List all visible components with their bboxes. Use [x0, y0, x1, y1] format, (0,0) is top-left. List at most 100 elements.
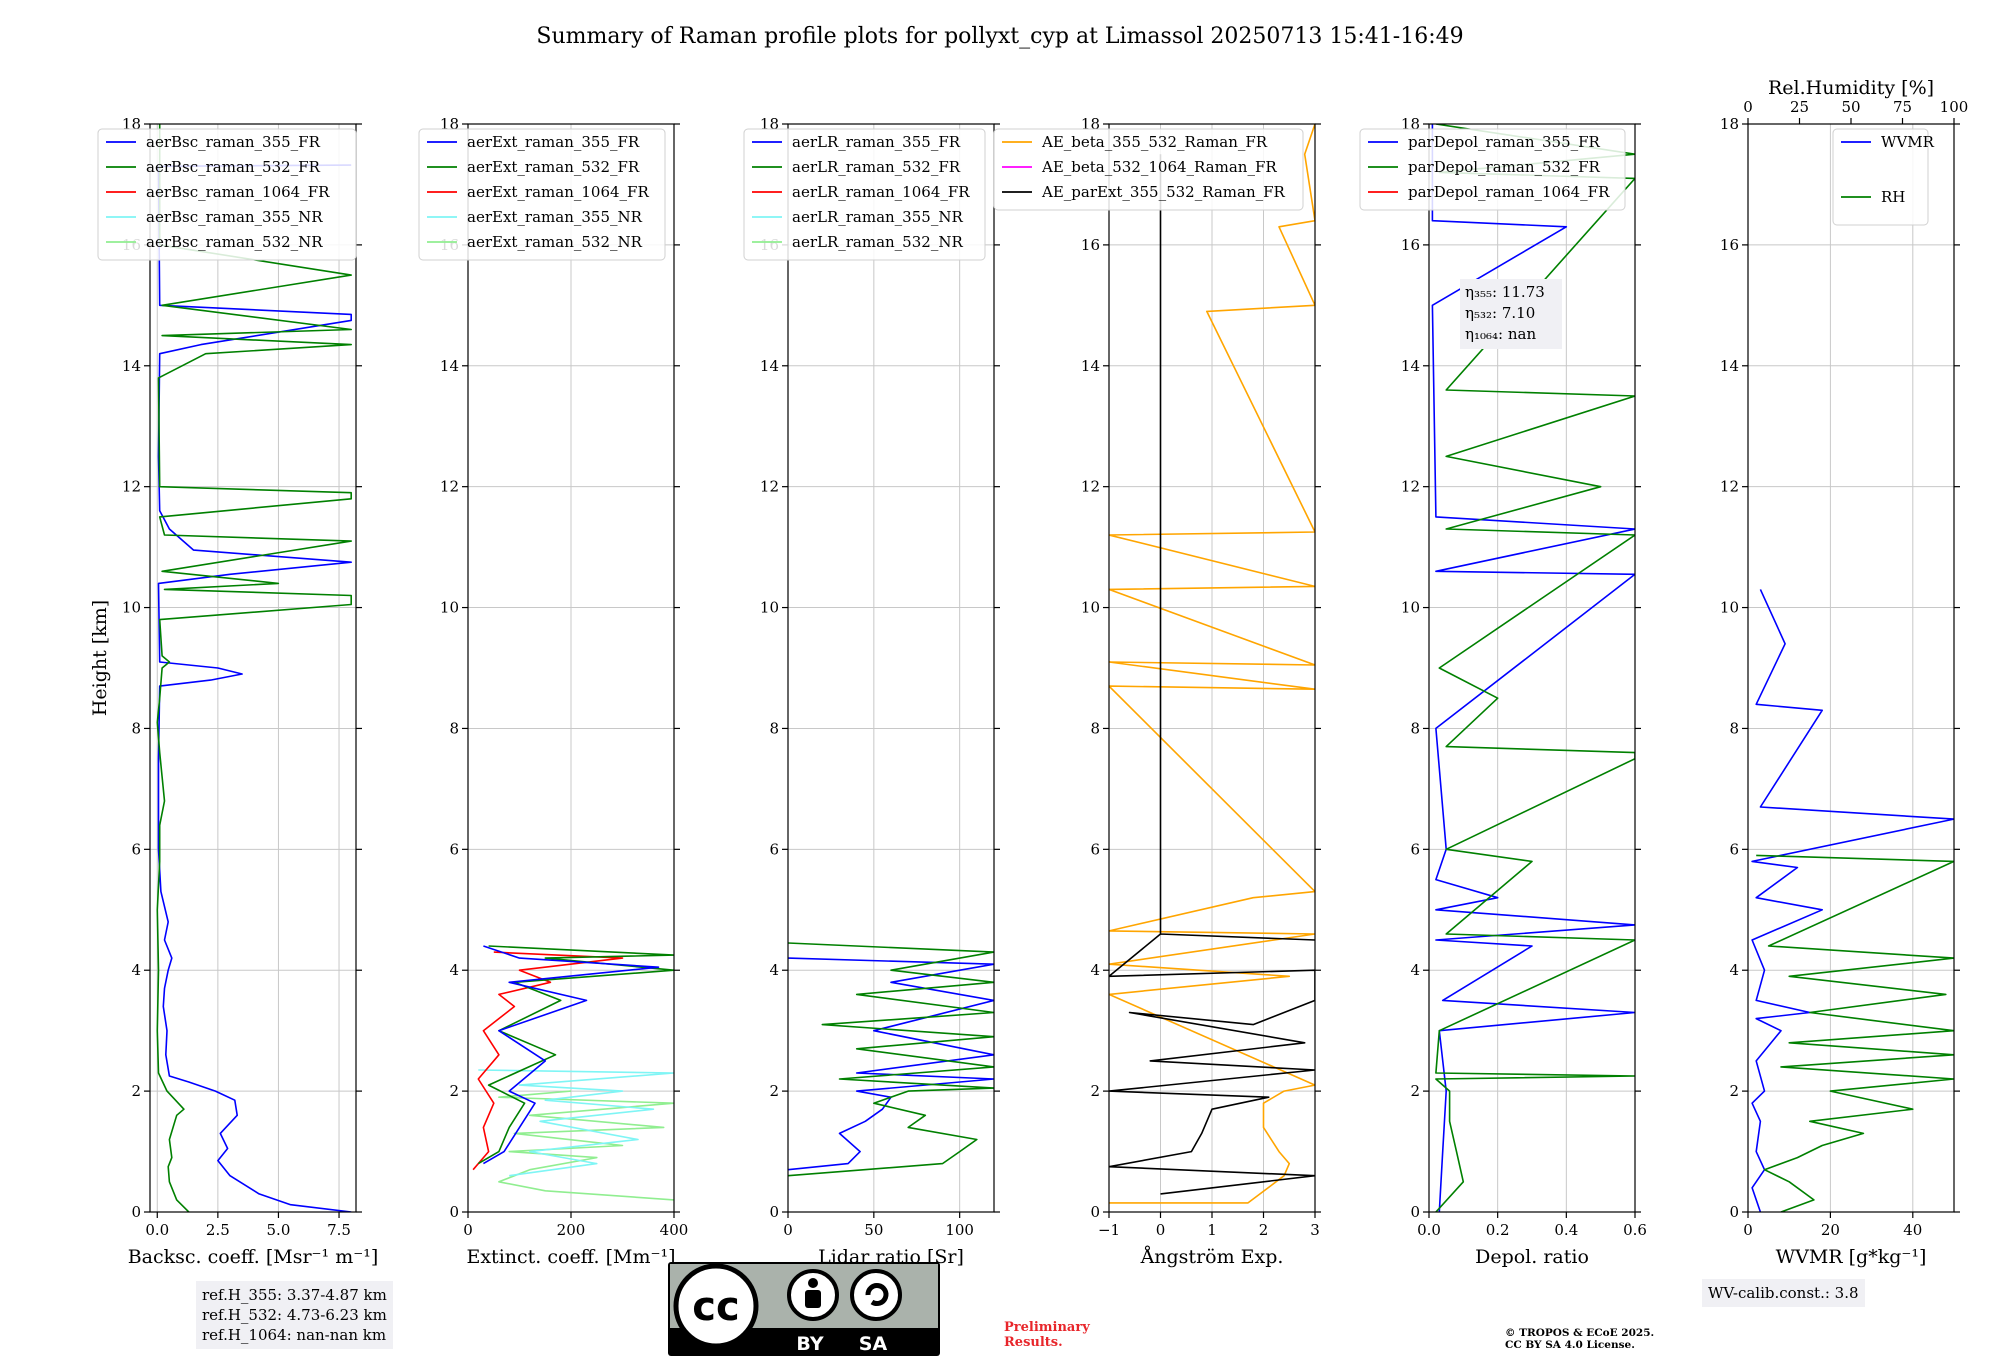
- by-icon-body: [805, 1290, 821, 1308]
- x-axis-label: Extinct. coeff. [Mm⁻¹]: [466, 1246, 675, 1268]
- legend-label: AE_beta_532_1064_Raman_FR: [1041, 158, 1277, 176]
- legend-label: AE_parExt_355_532_Raman_FR: [1041, 183, 1286, 201]
- panel-6: 0 20 40 0 2 4 6 8 10 12 14 16 18 WVMR [g*kg⁻¹] 0 25 50 75…: [1720, 77, 1968, 1268]
- x-tick-label: 5.0: [267, 1221, 291, 1239]
- series-group: [788, 942, 994, 1177]
- cc-logo-icon: [673, 1263, 759, 1349]
- y-tick-label: 0: [131, 1203, 141, 1221]
- y-tick-label: 4: [769, 961, 779, 979]
- by-icon-head: [808, 1278, 818, 1288]
- top-x-tick-label: 100: [1940, 98, 1969, 116]
- x-axis-label: WVMR [g*kg⁻¹]: [1776, 1246, 1927, 1268]
- legend: aerBsc_raman_355_FR aerBsc_raman_532_FRae…: [97, 128, 357, 261]
- legend-label: aerExt_raman_1064_FR: [467, 183, 649, 201]
- x-tick-label: −1: [1098, 1221, 1120, 1239]
- series-RH: [1756, 854, 1954, 1212]
- legend-label: aerBsc_raman_532_NR: [146, 233, 323, 251]
- y-tick-label: 14: [1081, 357, 1100, 375]
- series-group: [472, 945, 674, 1201]
- y-axis-label: Height [km]: [89, 600, 111, 716]
- wv-calib-box: WV-calib.const.: 3.8: [1702, 1279, 1865, 1307]
- plot-frame: [787, 123, 995, 1213]
- x-tick-label: 0: [783, 1221, 793, 1239]
- y-tick-label: 10: [1720, 599, 1739, 617]
- legend-label: aerBsc_raman_355_NR: [146, 208, 323, 226]
- ref-height-1064: ref.H_1064: nan-nan km: [202, 1326, 387, 1344]
- x-tick-label: 0.2: [1486, 1221, 1510, 1239]
- x-axis-label: Backsc. coeff. [Msr⁻¹ m⁻¹]: [128, 1246, 379, 1268]
- x-tick-label: 40: [1903, 1221, 1922, 1239]
- x-tick-label: 50: [864, 1221, 883, 1239]
- y-tick-label: 8: [1090, 719, 1100, 737]
- y-tick-label: 12: [760, 478, 779, 496]
- series-aerBsc_raman_532_FR: [156, 124, 353, 1212]
- legend: AE_beta_355_532_Raman_FR AE_beta_532_1064…: [993, 128, 1304, 211]
- top-x-tick-label: 25: [1790, 98, 1809, 116]
- legend-label: aerBsc_raman_532_FR: [146, 158, 321, 176]
- x-tick-label: 0.6: [1623, 1221, 1647, 1239]
- y-tick-label: 12: [1401, 478, 1420, 496]
- copyright-note: © TROPOS & ECoE 2025. CC BY SA 4.0 Licen…: [1505, 1327, 1654, 1351]
- sa-icon-arrow: [865, 1283, 889, 1306]
- y-tick-label: 16: [1081, 236, 1100, 254]
- ref-height-532: ref.H_532: 4.73-6.23 km: [202, 1306, 387, 1324]
- x-tick-label: 7.5: [327, 1221, 351, 1239]
- y-tick-label: 12: [122, 478, 141, 496]
- legend-box: [418, 128, 666, 261]
- y-tick-label: 10: [122, 599, 141, 617]
- y-tick-label: 8: [769, 719, 779, 737]
- y-tick-label: 10: [760, 599, 779, 617]
- series-aerExt_raman_1064_FR: [472, 951, 624, 1171]
- y-tick-label: 12: [1081, 478, 1100, 496]
- x-tick-label: 2: [1259, 1221, 1269, 1239]
- panel-3: 050100024681012141618Lidar ratio [Sr]aer…: [743, 115, 1000, 1268]
- legend-label: aerLR_raman_355_FR: [792, 133, 961, 151]
- legend-box: [1359, 128, 1626, 211]
- y-tick-label: 14: [440, 357, 459, 375]
- copyright-line-1: © TROPOS & ECoE 2025.: [1505, 1327, 1655, 1339]
- figure-title: Summary of Raman profile plots for polly…: [536, 24, 1463, 49]
- cc-logo-text: cc: [692, 1284, 739, 1330]
- y-tick-label: 14: [1401, 357, 1420, 375]
- series-aerBsc_raman_355_FR: [157, 164, 353, 1212]
- y-tick-label: 12: [1720, 478, 1739, 496]
- legend-label: WVMR: [1881, 133, 1935, 151]
- legend-label: parDepol_raman_532_FR: [1408, 158, 1601, 176]
- legend-label: parDepol_raman_355_FR: [1408, 133, 1601, 151]
- series-parDepol_raman_532_FR: [1435, 124, 1635, 1212]
- annotation-line: η₅₃₂: 7.10: [1465, 304, 1535, 322]
- y-tick-label: 4: [1090, 961, 1100, 979]
- legend-box: [743, 128, 986, 261]
- by-label: BY: [796, 1333, 823, 1355]
- legend-box: [993, 128, 1304, 211]
- series-group: [1109, 124, 1315, 1204]
- copyright-line-2: CC BY SA 4.0 License.: [1505, 1339, 1635, 1351]
- legend-label: aerExt_raman_532_FR: [467, 158, 640, 176]
- y-tick-label: 6: [131, 840, 141, 858]
- y-tick-label: 2: [1090, 1082, 1100, 1100]
- y-tick-label: 6: [769, 840, 779, 858]
- y-tick-label: 16: [1401, 236, 1420, 254]
- y-tick-label: 0: [769, 1203, 779, 1221]
- y-tick-label: 0: [1090, 1203, 1100, 1221]
- y-tick-label: 2: [1410, 1082, 1420, 1100]
- top-x-tick-label: 75: [1893, 98, 1912, 116]
- y-tick-label: 6: [1090, 840, 1100, 858]
- legend-label: aerLR_raman_1064_FR: [792, 183, 970, 201]
- y-tick-label: 8: [1729, 719, 1739, 737]
- x-tick-label: 0: [1743, 1221, 1753, 1239]
- series-aerLR_raman_532_FR: [788, 942, 994, 1177]
- y-tick-label: 14: [1720, 357, 1739, 375]
- top-x-tick-label: 50: [1841, 98, 1860, 116]
- y-tick-label: 14: [760, 357, 779, 375]
- y-tick-label: 2: [131, 1082, 141, 1100]
- x-tick-label: 2.5: [206, 1221, 230, 1239]
- series-aerExt_raman_532_NR: [498, 1090, 674, 1201]
- y-tick-label: 6: [449, 840, 459, 858]
- x-axis-label: Depol. ratio: [1475, 1246, 1589, 1268]
- legend-label: RH: [1881, 188, 1905, 206]
- sa-share-alike-icon: [850, 1269, 902, 1321]
- legend-label: aerLR_raman_532_FR: [792, 158, 961, 176]
- legend: parDepol_raman_355_FR parDepol_raman_532_…: [1359, 128, 1626, 211]
